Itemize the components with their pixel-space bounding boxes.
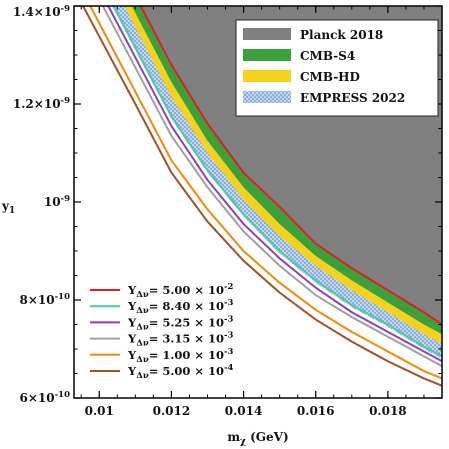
y-tick-label-1: 8×10-10 [20, 292, 71, 307]
legend-band-swatch-4 [243, 91, 291, 103]
legend-line-label-4: YΔν= 3.15 × 10-3 [127, 331, 234, 349]
y-axis: 6×10-10 8×10-10 10-9 1.2×10-9 1.4×10-9 [13, 4, 442, 405]
x-tick-label-2: 0.014 [225, 404, 263, 418]
x-axis: 0.01 0.012 0.014 0.016 0.018 [80, 6, 425, 418]
series-line-4 [101, 6, 442, 368]
y-tick-label-4: 1.4×10-9 [13, 4, 70, 19]
x-tick-label-4: 0.018 [369, 404, 407, 418]
series-line-6 [82, 6, 442, 387]
legend-line-label-6: YΔν= 5.00 × 10-4 [127, 363, 234, 381]
legend-band-label-1: Planck 2018 [300, 28, 383, 42]
legend-line-label-2: YΔν= 8.40 × 10-3 [127, 298, 234, 316]
x-tick-label-1: 0.012 [153, 404, 191, 418]
legend-band-label-3: CMB-HD [300, 70, 360, 84]
series-line-1 [139, 6, 442, 326]
x-tick-label-0: 0.01 [85, 404, 114, 418]
series-line-5 [89, 6, 442, 380]
legend-band-swatch-2 [243, 49, 291, 61]
x-axis-label-unit: (GeV) [246, 430, 289, 444]
series-line-2 [112, 6, 442, 358]
series-line-3 [107, 6, 442, 363]
y-tick-label-0: 6×10-10 [20, 390, 71, 405]
legend-line-label-5: YΔν= 1.00 × 10-3 [127, 347, 234, 365]
x-axis-label-main: m [227, 430, 240, 444]
legend-line-label-1: YΔν= 5.00 × 10-2 [127, 282, 234, 300]
y-tick-label-2: 10-9 [44, 194, 70, 209]
legend-bands: Planck 2018 CMB-S4 CMB-HD EMPRESS 2022 [235, 19, 439, 117]
legend-band-label-2: CMB-S4 [300, 49, 355, 63]
legend-band-label-4: EMPRESS 2022 [300, 91, 405, 105]
y-axis-label: y1 [1, 199, 15, 216]
y-axis-label-main: y [1, 199, 10, 213]
legend-band-swatch-3 [243, 70, 291, 82]
y-tick-label-3: 1.2×10-9 [13, 96, 70, 111]
x-axis-label-sub: χ [240, 437, 246, 447]
x-tick-label-3: 0.016 [297, 404, 335, 418]
y-axis-label-sub: 1 [9, 206, 15, 216]
legend-band-swatch-1 [243, 28, 291, 40]
legend-line-label-3: YΔν= 5.25 × 10-3 [127, 314, 234, 332]
lines-layer [82, 6, 442, 387]
x-axis-label: mχ (GeV) [227, 430, 288, 447]
